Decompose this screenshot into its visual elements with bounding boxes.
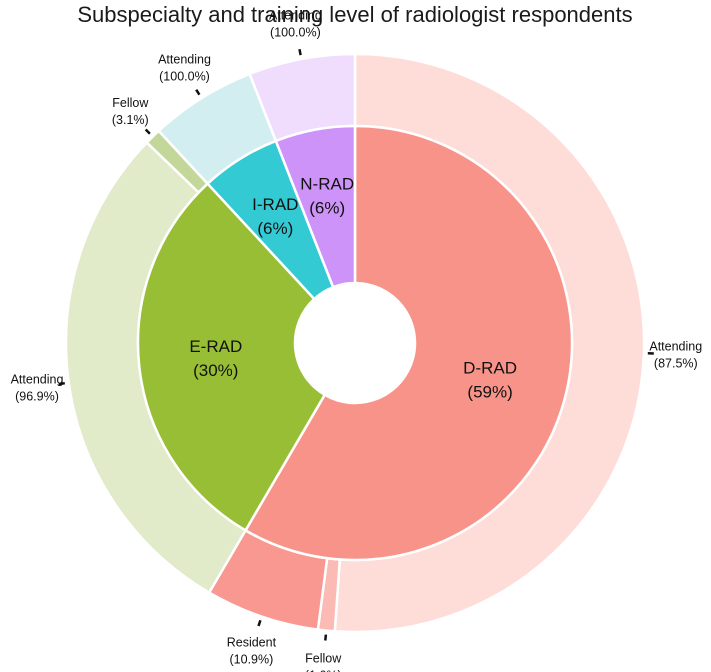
outer-label-d-rad-resident: Resident: [227, 636, 277, 650]
outer-tick-n-rad-attending: [298, 48, 302, 56]
chart-title: Subspecialty and training level of radio…: [77, 2, 632, 27]
donut-hole: [295, 283, 415, 403]
inner-labels: D-RAD (59%) E-RAD (30%) I-RAD (6%) N-RAD (6%): [189, 175, 517, 402]
outer-label-e-rad-fellow: Fellow: [112, 96, 149, 110]
outer-ring: [64, 52, 646, 634]
outer-value-i-rad-attending: (100.0%): [159, 70, 210, 84]
outer-value-d-rad-resident: (10.9%): [230, 653, 274, 667]
outer-value-n-rad-attending: (100.0%): [270, 26, 321, 40]
inner-value-e-rad: (30%): [193, 361, 238, 380]
outer-tick-e-rad-fellow: [144, 128, 151, 135]
inner-value-i-rad: (6%): [257, 219, 293, 238]
outer-tick-i-rad-attending: [195, 89, 201, 96]
inner-value-n-rad: (6%): [309, 199, 345, 218]
inner-label-e-rad: E-RAD: [189, 337, 242, 356]
outer-tick-d-rad-resident: [257, 619, 262, 627]
outer-tick-d-rad-fellow: [324, 634, 328, 641]
outer-label-n-rad-attending: Attending: [269, 9, 322, 23]
inner-value-d-rad: (59%): [467, 383, 512, 402]
inner-label-n-rad: N-RAD: [300, 175, 354, 194]
outer-tick-e-rad-attending: [58, 381, 65, 386]
outer-label-e-rad-attending: Attending: [11, 373, 64, 387]
outer-label-i-rad-attending: Attending: [158, 53, 211, 67]
outer-labels: Attending (87.5%) Fellow (1.6%) Resident (10.…: [11, 9, 703, 672]
outer-value-d-rad-fellow: (1.6%): [305, 668, 342, 672]
outer-label-d-rad-attending: Attending: [649, 339, 702, 353]
outer-value-d-rad-attending: (87.5%): [654, 356, 698, 370]
inner-label-d-rad: D-RAD: [463, 359, 517, 378]
outer-value-e-rad-attending: (96.9%): [15, 390, 59, 404]
inner-ring: [136, 124, 574, 562]
outer-value-e-rad-fellow: (3.1%): [112, 113, 149, 127]
outer-label-d-rad-fellow: Fellow: [305, 651, 342, 665]
inner-label-i-rad: I-RAD: [252, 195, 298, 214]
